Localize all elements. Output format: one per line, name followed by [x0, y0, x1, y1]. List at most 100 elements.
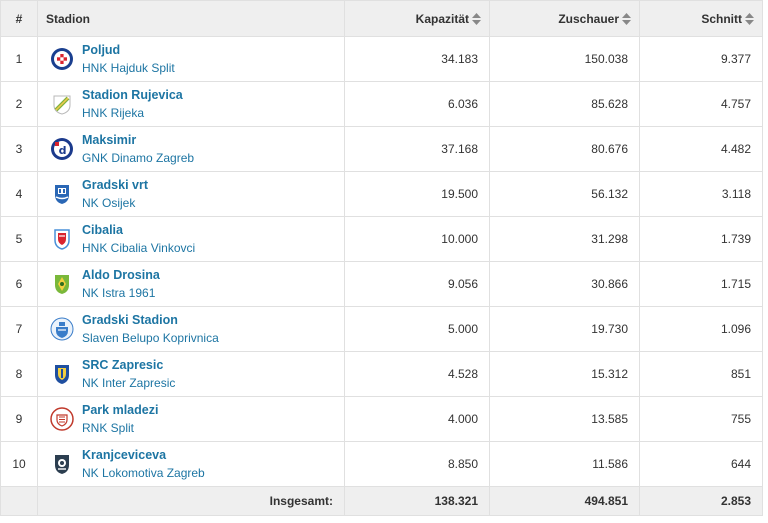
average-cell: 4.757: [639, 81, 763, 127]
club-link[interactable]: GNK Dinamo Zagreb: [82, 151, 195, 165]
stadium-link[interactable]: Park mladezi: [82, 403, 159, 417]
dinamo-crest-icon[interactable]: d: [50, 137, 74, 161]
hajduk-crest-icon[interactable]: [50, 47, 74, 71]
row-rank: 3: [0, 126, 38, 172]
club-link[interactable]: NK Istra 1961: [82, 286, 156, 300]
club-link[interactable]: Slaven Belupo Koprivnica: [82, 331, 219, 345]
table-row: 6 Aldo Drosina NK Istra 1961 9.056 30.86…: [0, 261, 763, 307]
row-rank: 4: [0, 171, 38, 217]
column-header-capacity-label: Kapazität: [415, 11, 469, 26]
club-link[interactable]: NK Lokomotiva Zagreb: [82, 466, 205, 480]
club-link[interactable]: RNK Split: [82, 421, 135, 435]
average-cell: 9.377: [639, 36, 763, 82]
capacity-cell: 9.056: [344, 261, 490, 307]
column-header-spectators[interactable]: Zuschauer: [489, 0, 640, 37]
total-average: 2.853: [639, 486, 763, 516]
stadium-link[interactable]: Stadion Rujevica: [82, 88, 183, 102]
club-link[interactable]: HNK Cibalia Vinkovci: [82, 241, 196, 255]
average-cell: 1.715: [639, 261, 763, 307]
table-row: 10 Kranjceviceva NK Lokomotiva Zagreb 8.…: [0, 441, 763, 487]
table-row: 4 Gradski vrt NK Osijek 19.500 56.132 3.…: [0, 171, 763, 217]
capacity-cell: 34.183: [344, 36, 490, 82]
column-header-stadium: Stadion: [37, 0, 345, 37]
totals-row: Insgesamt: 138.321 494.851 2.853: [0, 486, 763, 516]
totals-spacer: [0, 486, 38, 516]
spectators-cell: 80.676: [489, 126, 640, 172]
spectators-cell: 19.730: [489, 306, 640, 352]
capacity-cell: 6.036: [344, 81, 490, 127]
average-cell: 4.482: [639, 126, 763, 172]
table-header-row: # Stadion Kapazität Zuschauer Schnitt: [0, 0, 763, 37]
table-row: 8 SRC Zapresic NK Inter Zapresic 4.528 1…: [0, 351, 763, 397]
spectators-cell: 30.866: [489, 261, 640, 307]
capacity-cell: 8.850: [344, 441, 490, 487]
club-link[interactable]: HNK Rijeka: [82, 106, 145, 120]
row-rank: 8: [0, 351, 38, 397]
spectators-cell: 85.628: [489, 81, 640, 127]
rijeka-crest-icon[interactable]: [50, 92, 74, 116]
rnk-split-crest-icon[interactable]: [50, 407, 74, 431]
total-spectators: 494.851: [489, 486, 640, 516]
capacity-cell: 4.000: [344, 396, 490, 442]
total-capacity: 138.321: [344, 486, 490, 516]
spectators-cell: 56.132: [489, 171, 640, 217]
osijek-crest-icon[interactable]: [50, 182, 74, 206]
capacity-cell: 10.000: [344, 216, 490, 262]
svg-text:d: d: [59, 144, 67, 157]
stadium-link[interactable]: Cibalia: [82, 223, 123, 237]
spectators-cell: 11.586: [489, 441, 640, 487]
stadium-link[interactable]: Gradski vrt: [82, 178, 149, 192]
stadium-link[interactable]: Maksimir: [82, 133, 137, 147]
inter-crest-icon[interactable]: [50, 362, 74, 386]
table-row: 1 Poljud HNK Hajduk Split 34.183 150.038…: [0, 36, 763, 82]
club-link[interactable]: HNK Hajduk Split: [82, 61, 175, 75]
spectators-cell: 15.312: [489, 351, 640, 397]
column-header-capacity[interactable]: Kapazität: [344, 0, 490, 37]
cibalia-crest-icon[interactable]: [50, 227, 74, 251]
stadium-link[interactable]: Aldo Drosina: [82, 268, 160, 282]
capacity-cell: 4.528: [344, 351, 490, 397]
table-row: 3 d Maksimir GNK Dinamo Zagreb 37.168 80…: [0, 126, 763, 172]
slaven-crest-icon[interactable]: [50, 317, 74, 341]
row-rank: 9: [0, 396, 38, 442]
spectators-cell: 150.038: [489, 36, 640, 82]
row-rank: 10: [0, 441, 38, 487]
sort-icon[interactable]: [472, 12, 481, 25]
istra-crest-icon[interactable]: [50, 272, 74, 296]
lokomotiva-crest-icon[interactable]: [50, 452, 74, 476]
average-cell: 755: [639, 396, 763, 442]
sort-icon[interactable]: [622, 12, 631, 25]
column-header-rank: #: [0, 0, 38, 37]
average-cell: 644: [639, 441, 763, 487]
row-rank: 1: [0, 36, 38, 82]
stadium-link[interactable]: Poljud: [82, 43, 121, 57]
sort-icon[interactable]: [745, 12, 754, 25]
table-row: 2 Stadion Rujevica HNK Rijeka 6.036 85.6…: [0, 81, 763, 127]
table-row: 7 Gradski Stadion Slaven Belupo Koprivni…: [0, 306, 763, 352]
table-row: 9 Park mladezi RNK Split 4.000 13.585 75…: [0, 396, 763, 442]
spectators-cell: 13.585: [489, 396, 640, 442]
stadium-link[interactable]: Kranjceviceva: [82, 448, 167, 462]
row-rank: 7: [0, 306, 38, 352]
row-rank: 6: [0, 261, 38, 307]
average-cell: 851: [639, 351, 763, 397]
average-cell: 1.096: [639, 306, 763, 352]
row-rank: 2: [0, 81, 38, 127]
stadium-link[interactable]: SRC Zapresic: [82, 358, 164, 372]
table-row: 5 Cibalia HNK Cibalia Vinkovci 10.000 31…: [0, 216, 763, 262]
capacity-cell: 19.500: [344, 171, 490, 217]
average-cell: 1.739: [639, 216, 763, 262]
capacity-cell: 5.000: [344, 306, 490, 352]
spectators-cell: 31.298: [489, 216, 640, 262]
stadium-link[interactable]: Gradski Stadion: [82, 313, 178, 327]
capacity-cell: 37.168: [344, 126, 490, 172]
row-rank: 5: [0, 216, 38, 262]
column-header-average-label: Schnitt: [701, 11, 742, 26]
average-cell: 3.118: [639, 171, 763, 217]
club-link[interactable]: NK Inter Zapresic: [82, 376, 176, 390]
totals-label: Insgesamt:: [37, 486, 345, 516]
club-link[interactable]: NK Osijek: [82, 196, 136, 210]
column-header-average[interactable]: Schnitt: [639, 0, 763, 37]
column-header-spectators-label: Zuschauer: [558, 11, 619, 26]
